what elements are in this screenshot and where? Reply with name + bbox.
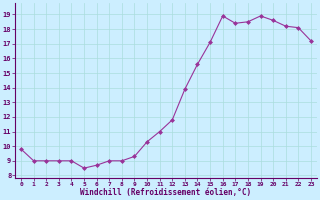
X-axis label: Windchill (Refroidissement éolien,°C): Windchill (Refroidissement éolien,°C): [80, 188, 252, 197]
